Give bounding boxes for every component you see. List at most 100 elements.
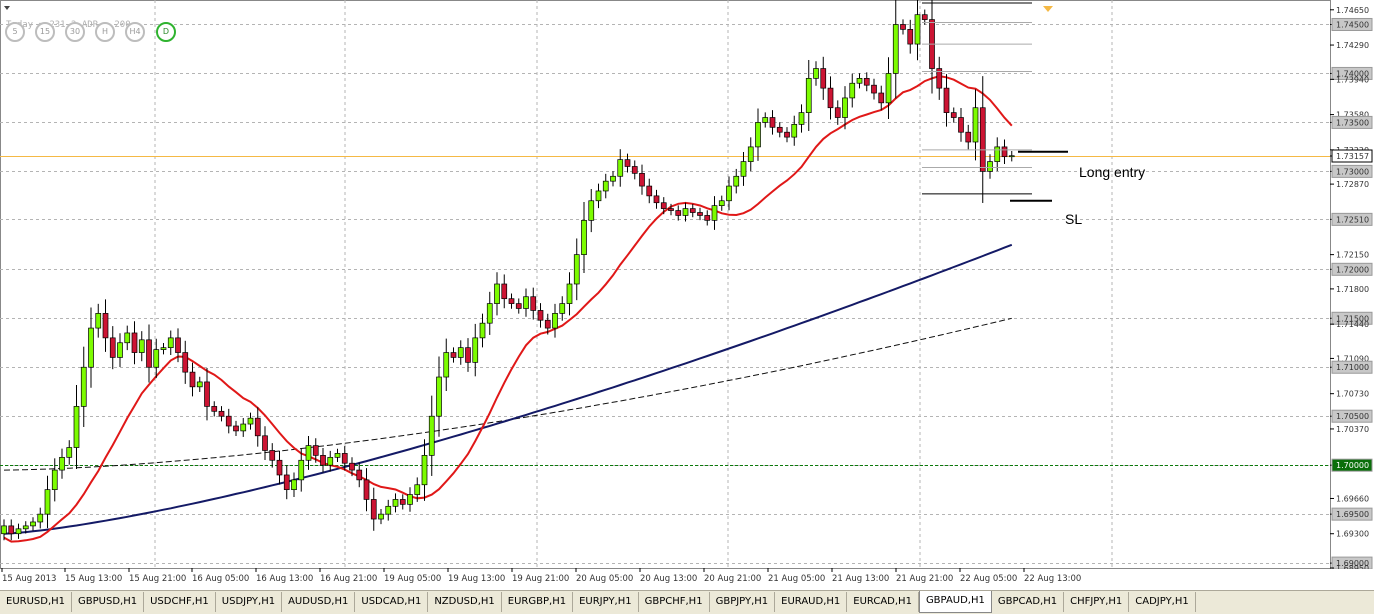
candle-body [697, 212, 703, 216]
tab-cadjpy-h1[interactable]: CADJPY,H1 [1129, 592, 1196, 612]
candle-body [595, 190, 602, 202]
tab-gbpaud-h1[interactable]: GBPAUD,H1 [918, 591, 992, 613]
candle-body [66, 447, 73, 458]
candle-body [436, 376, 442, 417]
timeframe-button-30[interactable]: 30 [65, 22, 85, 42]
candle-body [936, 68, 943, 89]
price-label: 1.73940 [1336, 75, 1369, 84]
candle-body [334, 453, 341, 458]
candle-body [552, 313, 558, 329]
timeframe-button-h4[interactable]: H4 [125, 22, 145, 42]
candle-body [573, 254, 580, 285]
candle-body [907, 29, 914, 45]
tab-chfjpy-h1[interactable]: CHFJPY,H1 [1064, 592, 1130, 612]
timeframe-button-h[interactable]: H [95, 22, 115, 42]
candle-body [262, 435, 268, 451]
candle-body [465, 347, 471, 363]
chart-shift-marker [1043, 6, 1053, 12]
time-label: 15 Aug 2013 [2, 574, 56, 584]
candle-body [407, 494, 413, 505]
candle-body [863, 77, 870, 86]
tab-gbpchf-h1[interactable]: GBPCHF,H1 [639, 592, 710, 612]
price-label: 1.74500 [1336, 20, 1369, 29]
candle-body [392, 499, 399, 507]
candle-body [639, 172, 645, 187]
price-label-box [1331, 262, 1373, 276]
candle-body [254, 417, 261, 437]
chart-menu-icon [4, 6, 10, 10]
price-axis-bg [1331, 0, 1374, 569]
candle-body [682, 208, 689, 216]
tab-eurjpy-h1[interactable]: EURJPY,H1 [573, 592, 639, 612]
tab-usdchf-h1[interactable]: USDCHF,H1 [144, 592, 216, 612]
time-label: 15 Aug 21:00 [129, 574, 186, 584]
candle-body [175, 337, 181, 353]
candle-body [813, 68, 819, 79]
candle-body [247, 417, 254, 425]
candle-body [610, 175, 616, 182]
candle-body [472, 337, 479, 363]
candle-body [776, 126, 783, 133]
tab-gbpcad-h1[interactable]: GBPCAD,H1 [992, 592, 1065, 612]
candle-body [218, 410, 225, 417]
candle-body [762, 117, 769, 123]
candle-body [740, 161, 747, 177]
price-label: 1.71800 [1336, 285, 1369, 294]
tab-usdjpy-h1[interactable]: USDJPY,H1 [216, 592, 283, 612]
time-label: 22 Aug 13:00 [1024, 574, 1081, 584]
candle-body [450, 352, 457, 358]
candle-body [211, 406, 218, 412]
candle-body [341, 453, 348, 464]
price-label: 1.71440 [1336, 320, 1369, 329]
ma-red-line [3, 75, 1013, 543]
candle-body [856, 77, 863, 84]
candle-body [160, 347, 167, 350]
timeframe-button-5[interactable]: 5 [5, 22, 25, 42]
tab-eurusd-h1[interactable]: EURUSD,H1 [0, 592, 73, 612]
price-label: 1.69000 [1336, 559, 1369, 568]
candle-body [791, 124, 798, 138]
tab-gbpjpy-h1[interactable]: GBPJPY,H1 [710, 592, 776, 612]
timeframe-button-15[interactable]: 15 [35, 22, 55, 42]
candle-body [385, 505, 392, 515]
price-label: 1.72000 [1336, 265, 1369, 274]
candle-body [602, 180, 609, 192]
tab-audusd-h1[interactable]: AUDUSD,H1 [282, 592, 356, 612]
chart-area[interactable]: 1.74650 1.74500 1.74290 1.74000 1.73940 1.735… [0, 0, 1374, 590]
timeframe-button-d[interactable]: D [156, 22, 176, 42]
price-label: 1.70000 [1336, 461, 1369, 470]
price-label: 1.70500 [1336, 412, 1369, 421]
time-axis-bg [0, 569, 1374, 590]
time-label: 19 Aug 21:00 [512, 574, 569, 584]
tab-nzdusd-h1[interactable]: NZDUSD,H1 [428, 592, 502, 612]
price-label-box [1331, 458, 1373, 472]
candle-body [849, 82, 856, 99]
candle-body [718, 200, 725, 207]
candle-body [646, 185, 653, 197]
candle-body [88, 327, 94, 368]
candle-body [885, 73, 892, 104]
price-label-box [1331, 66, 1373, 80]
candle-body [987, 161, 993, 172]
tab-usdcad-h1[interactable]: USDCAD,H1 [355, 592, 429, 612]
time-label: 16 Aug 13:00 [256, 574, 313, 584]
tab-eurgbp-h1[interactable]: EURGBP,H1 [502, 592, 574, 612]
price-label: 1.74290 [1336, 41, 1369, 50]
candle-body [153, 349, 160, 368]
candle-body [298, 459, 305, 481]
tab-euraud-h1[interactable]: EURAUD,H1 [775, 592, 848, 612]
candle-body [537, 310, 544, 321]
tab-eurcad-h1[interactable]: EURCAD,H1 [847, 592, 919, 612]
candle-body [943, 87, 950, 113]
candle-body [892, 24, 899, 74]
tab-gbpusd-h1[interactable]: GBPUSD,H1 [72, 592, 145, 612]
price-label: 1.72510 [1336, 215, 1369, 224]
candle-body [486, 303, 493, 324]
candle-body [378, 513, 384, 520]
price-label-box [1331, 507, 1373, 521]
candle-body [167, 337, 174, 349]
price-label: 1.70730 [1336, 390, 1369, 399]
candle-body [581, 219, 587, 255]
time-label: 20 Aug 05:00 [576, 574, 633, 584]
